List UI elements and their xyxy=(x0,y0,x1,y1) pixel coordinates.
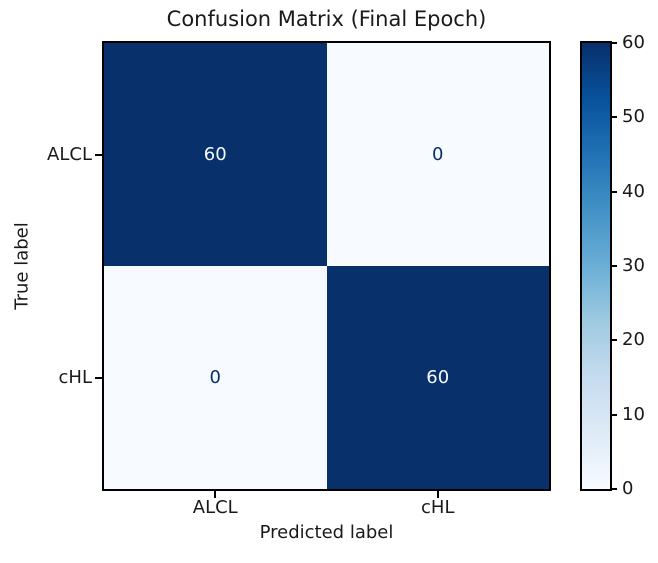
plot-area: 60 0 0 60 xyxy=(102,41,551,491)
y-tick-mark xyxy=(95,153,102,156)
colorbar-tick-label: 20 xyxy=(622,329,645,351)
chart-title: Confusion Matrix (Final Epoch) xyxy=(166,7,487,31)
x-tick-mark xyxy=(436,491,439,498)
x-tick-mark xyxy=(214,491,217,498)
cell-value: 60 xyxy=(203,144,227,165)
colorbar-tick-mark xyxy=(610,190,617,193)
x-tick-label: ALCL xyxy=(192,497,238,518)
y-tick-label: cHL xyxy=(58,366,92,388)
colorbar-tick-label: 50 xyxy=(622,106,645,128)
y-tick-label: ALCL xyxy=(47,143,92,165)
matrix-cell-ALCL-cHL: 0 xyxy=(326,43,549,266)
matrix-cell-cHL-ALCL: 0 xyxy=(104,266,327,489)
x-tick-label: cHL xyxy=(421,497,455,518)
matrix-cell-cHL-cHL: 60 xyxy=(326,266,549,489)
colorbar-tick-mark xyxy=(610,339,617,342)
cell-value: 0 xyxy=(432,144,444,165)
colorbar-tick-mark xyxy=(610,116,617,119)
y-tick-mark xyxy=(95,376,102,379)
cell-value: 0 xyxy=(209,367,221,388)
colorbar-tick-mark xyxy=(610,488,617,490)
x-axis-label: Predicted label xyxy=(259,522,394,543)
colorbar-tick-mark xyxy=(610,42,617,44)
y-axis-label: True label xyxy=(11,222,33,310)
colorbar-tick-label: 40 xyxy=(622,180,645,202)
colorbar-tick-mark xyxy=(610,265,617,267)
colorbar-tick-label: 30 xyxy=(622,255,645,276)
colorbar-tick-label: 60 xyxy=(622,32,645,53)
colorbar-tick-mark xyxy=(610,413,617,416)
matrix-cell-ALCL-ALCL: 60 xyxy=(104,43,327,266)
cell-value: 60 xyxy=(426,367,450,388)
colorbar xyxy=(580,41,612,491)
colorbar-tick-label: 10 xyxy=(622,403,645,425)
colorbar-tick-label: 0 xyxy=(622,478,634,499)
